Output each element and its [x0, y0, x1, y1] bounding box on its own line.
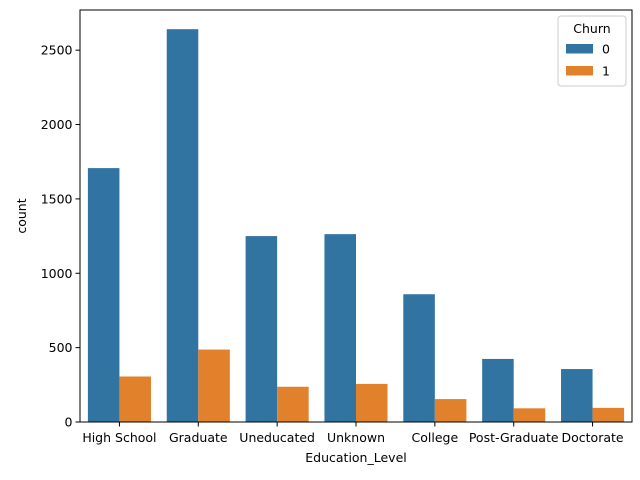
bar-churn-0-high-school: [87, 168, 120, 422]
legend-swatch-0: [566, 44, 593, 54]
y-tick-label: 2000: [41, 117, 73, 132]
bar-churn-1-unknown: [356, 383, 388, 422]
bar-churn-0-post-graduate: [482, 358, 514, 422]
x-tick-label: Uneducated: [239, 430, 315, 445]
legend-items: 01: [566, 42, 610, 79]
bar-churn-0-uneducated: [245, 236, 278, 422]
y-tick-label: 500: [49, 340, 73, 355]
x-tick-label: Unknown: [327, 430, 385, 445]
bar-churn-0-unknown: [324, 234, 356, 422]
y-axis-label: count: [14, 198, 29, 233]
bar-churn-1-post-graduate: [513, 408, 546, 422]
legend-label-1: 1: [602, 64, 610, 79]
bar-churn-1-uneducated: [277, 386, 309, 422]
bars-group: [87, 29, 625, 422]
bar-churn-1-graduate: [198, 349, 230, 422]
legend-title: Churn: [573, 21, 610, 36]
legend-swatch-1: [566, 66, 593, 76]
x-tick-label: Graduate: [169, 430, 228, 445]
bar-churn-0-doctorate: [561, 369, 593, 422]
y-tick-label: 1000: [41, 266, 73, 281]
bar-churn-1-high-school: [119, 376, 151, 422]
x-axis-label: Education_Level: [305, 450, 406, 465]
x-tick-label: High School: [82, 430, 156, 445]
bar-churn-0-graduate: [166, 29, 199, 422]
y-tick-label: 1500: [41, 191, 73, 206]
x-tick-label: College: [412, 430, 459, 445]
bar-churn-1-college: [434, 399, 467, 422]
x-tick-label: Post-Graduate: [469, 430, 559, 445]
legend: Churn 01: [557, 15, 627, 87]
x-tick-label: Doctorate: [562, 430, 624, 445]
x-axis: High School Graduate Uneducated Unknown Coll…: [82, 422, 624, 445]
plot-frame: [79, 9, 633, 423]
bar-churn-0-college: [403, 294, 435, 422]
legend-label-0: 0: [602, 42, 610, 57]
y-axis: 0 500 1000 1500 2000 2500: [41, 43, 80, 430]
y-tick-label: 2500: [41, 43, 73, 58]
y-tick-label: 0: [65, 415, 73, 430]
bar-churn-1-doctorate: [592, 407, 625, 422]
